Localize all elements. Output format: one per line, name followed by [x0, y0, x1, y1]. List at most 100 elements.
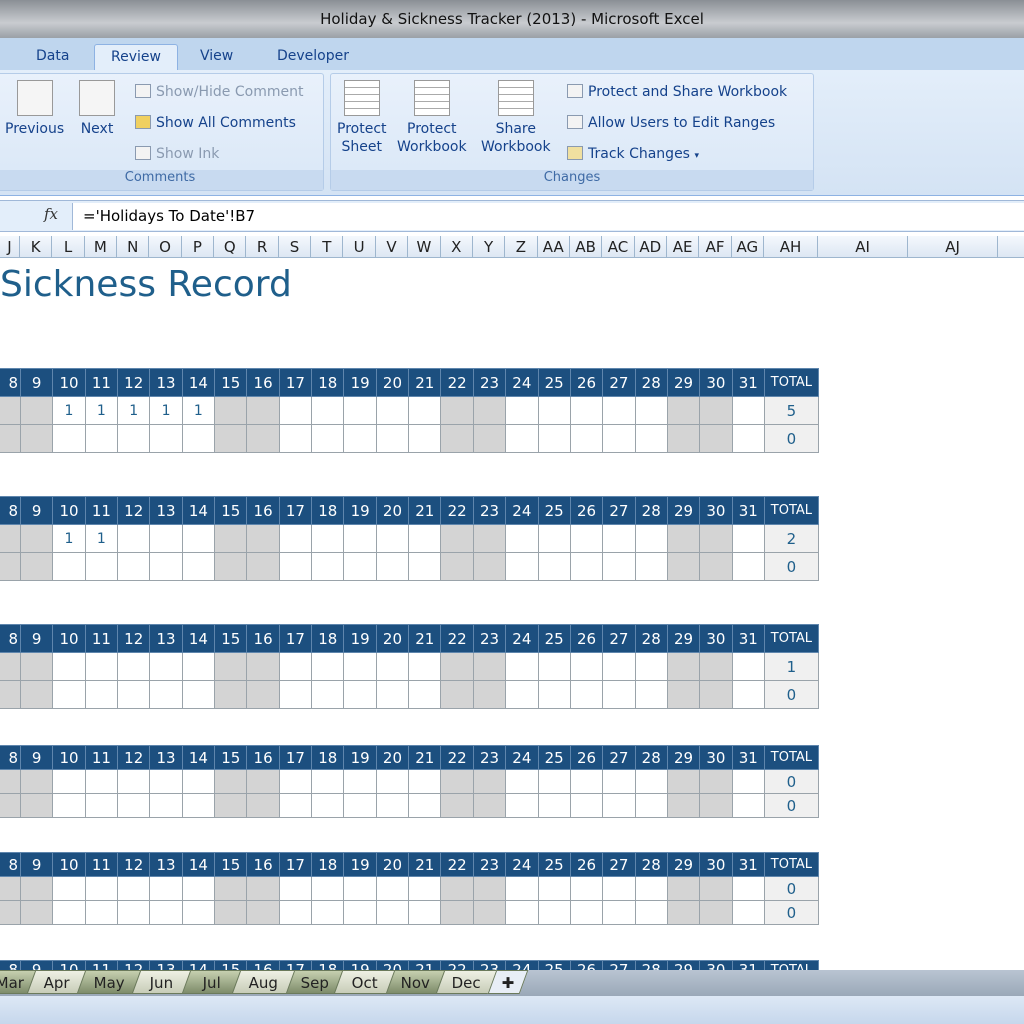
day-cell[interactable] [52, 769, 86, 794]
day-cell[interactable] [214, 680, 248, 709]
day-cell[interactable] [181, 769, 216, 794]
day-cell[interactable] [149, 680, 183, 709]
day-cell[interactable] [181, 552, 216, 581]
day-cell[interactable] [278, 552, 313, 581]
day-cell[interactable] [311, 396, 345, 425]
day-cell[interactable] [84, 424, 119, 453]
day-cell[interactable] [19, 396, 54, 425]
total-cell[interactable]: 0 [763, 793, 819, 818]
day-cell[interactable] [19, 793, 54, 818]
previous-comment-button[interactable]: Previous [5, 80, 64, 138]
day-cell[interactable] [537, 524, 571, 553]
day-cell[interactable] [0, 552, 21, 581]
day-cell[interactable]: 1 [84, 524, 119, 553]
day-cell[interactable]: 1 [84, 396, 119, 425]
day-cell[interactable] [602, 876, 636, 901]
day-cell[interactable] [375, 552, 410, 581]
day-cell[interactable] [408, 396, 442, 425]
day-cell[interactable] [602, 900, 636, 925]
day-cell[interactable] [84, 793, 119, 818]
day-cell[interactable] [278, 769, 313, 794]
day-cell[interactable] [731, 680, 765, 709]
function-icon[interactable]: fx [44, 205, 59, 223]
day-cell[interactable] [246, 876, 280, 901]
day-cell[interactable] [731, 396, 765, 425]
share-workbook-button[interactable]: Share Workbook [481, 80, 551, 156]
day-cell[interactable] [343, 396, 377, 425]
day-cell[interactable] [505, 424, 539, 453]
day-cell[interactable] [278, 680, 313, 709]
day-cell[interactable] [440, 552, 474, 581]
column-header-s[interactable]: S [279, 236, 312, 258]
day-cell[interactable] [278, 424, 313, 453]
day-cell[interactable] [634, 396, 668, 425]
day-cell[interactable] [343, 876, 377, 901]
column-header-y[interactable]: Y [473, 236, 506, 258]
day-cell[interactable] [602, 652, 636, 681]
day-cell[interactable] [602, 793, 636, 818]
day-cell[interactable] [408, 769, 442, 794]
total-cell[interactable]: 5 [763, 396, 819, 425]
day-cell[interactable] [181, 652, 216, 681]
day-cell[interactable] [311, 900, 345, 925]
day-cell[interactable] [0, 680, 21, 709]
day-cell[interactable] [375, 396, 410, 425]
day-cell[interactable] [214, 552, 248, 581]
day-cell[interactable] [375, 680, 410, 709]
day-cell[interactable] [731, 524, 765, 553]
day-cell[interactable] [408, 793, 442, 818]
tab-review[interactable]: Review [94, 44, 178, 70]
day-cell[interactable] [84, 876, 119, 901]
day-cell[interactable] [440, 793, 474, 818]
day-cell[interactable] [19, 524, 54, 553]
day-cell[interactable] [375, 793, 410, 818]
day-cell[interactable] [699, 769, 733, 794]
day-cell[interactable] [634, 524, 668, 553]
day-cell[interactable] [731, 793, 765, 818]
day-cell[interactable] [505, 552, 539, 581]
day-cell[interactable] [149, 876, 183, 901]
day-cell[interactable] [408, 876, 442, 901]
column-header-x[interactable]: X [441, 236, 473, 258]
day-cell[interactable] [537, 552, 571, 581]
day-cell[interactable] [505, 524, 539, 553]
day-cell[interactable] [602, 424, 636, 453]
column-header-ai[interactable]: AI [818, 236, 909, 258]
total-cell[interactable]: 0 [763, 424, 819, 453]
day-cell[interactable] [52, 680, 86, 709]
day-cell[interactable] [569, 876, 604, 901]
day-cell[interactable] [505, 652, 539, 681]
column-header-ag[interactable]: AG [732, 236, 765, 258]
day-cell[interactable] [537, 793, 571, 818]
day-cell[interactable] [472, 769, 507, 794]
column-header-l[interactable]: L [52, 236, 85, 258]
day-cell[interactable] [0, 769, 21, 794]
day-cell[interactable] [375, 424, 410, 453]
day-cell[interactable] [52, 652, 86, 681]
day-cell[interactable] [214, 424, 248, 453]
total-cell[interactable]: 0 [763, 900, 819, 925]
day-cell[interactable] [440, 876, 474, 901]
day-cell[interactable] [440, 900, 474, 925]
day-cell[interactable] [699, 424, 733, 453]
day-cell[interactable] [117, 793, 151, 818]
day-cell[interactable] [472, 793, 507, 818]
day-cell[interactable] [666, 680, 701, 709]
tab-developer[interactable]: Developer [277, 48, 350, 64]
day-cell[interactable] [666, 876, 701, 901]
day-cell[interactable] [311, 552, 345, 581]
insert-sheet-button[interactable]: ✚ [487, 970, 529, 994]
day-cell[interactable] [0, 652, 21, 681]
day-cell[interactable] [52, 424, 86, 453]
column-header-af[interactable]: AF [699, 236, 732, 258]
day-cell[interactable] [440, 680, 474, 709]
day-cell[interactable] [311, 524, 345, 553]
day-cell[interactable] [375, 876, 410, 901]
day-cell[interactable] [214, 793, 248, 818]
day-cell[interactable] [149, 524, 183, 553]
day-cell[interactable] [634, 900, 668, 925]
day-cell[interactable] [472, 680, 507, 709]
day-cell[interactable] [0, 524, 21, 553]
day-cell[interactable] [731, 652, 765, 681]
day-cell[interactable] [343, 769, 377, 794]
